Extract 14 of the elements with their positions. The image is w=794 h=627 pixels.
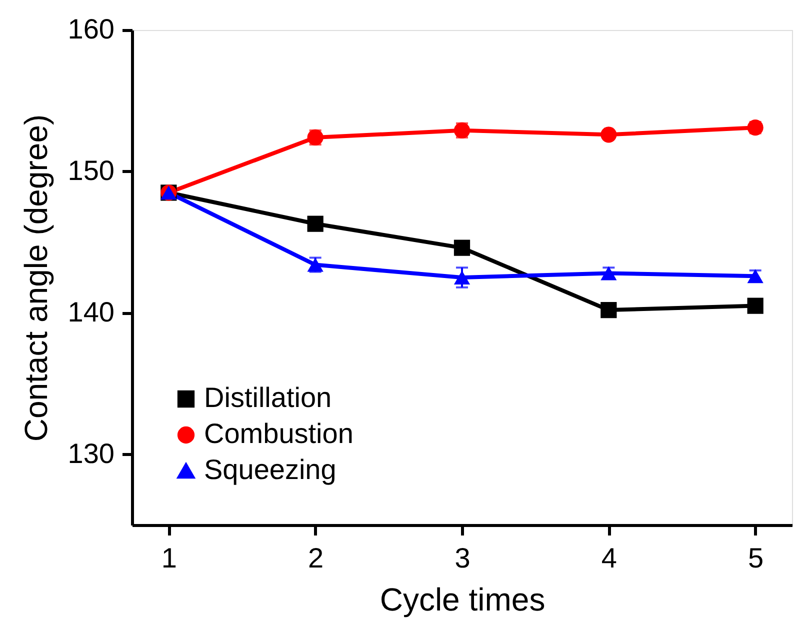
y-axis-title: Contact angle (degree) [18,114,54,442]
legend-label: Squeezing [204,454,336,485]
x-tick-label: 4 [601,542,617,574]
x-tick-label: 5 [748,542,764,574]
x-tick-label: 1 [161,542,177,574]
x-axis-title: Cycle times [380,582,546,618]
y-tick-label: 130 [68,438,114,469]
y-tick-label: 140 [68,296,114,328]
x-tick-label: 3 [454,542,470,574]
legend-label: Distillation [204,382,332,413]
x-tick-label: 2 [308,542,324,574]
y-tick-label: 160 [68,14,114,44]
legend-label: Combustion [204,418,354,449]
y-tick-label: 150 [68,154,114,186]
